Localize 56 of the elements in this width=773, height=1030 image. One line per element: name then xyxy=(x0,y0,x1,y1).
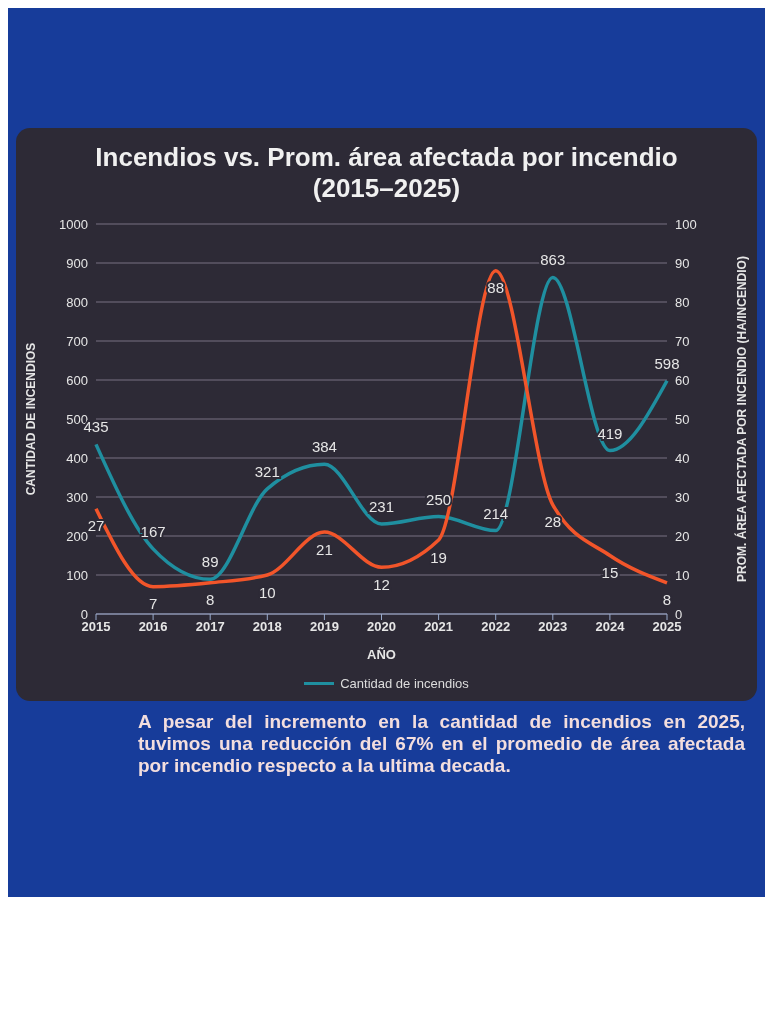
y2-axis-title: PROM. ÁREA AFECTADA POR INCENDIO (HA/INCENDIO) xyxy=(734,256,750,582)
data-label: 321 xyxy=(254,462,280,480)
data-label: 89 xyxy=(201,553,219,571)
x-tick-label: 2022 xyxy=(481,619,511,635)
y-tick-label: 200 xyxy=(66,528,88,544)
y-tick-label: 100 xyxy=(66,567,88,583)
data-label: 8 xyxy=(206,591,215,609)
y-tick-label: 900 xyxy=(66,255,88,271)
x-axis-title: AÑO xyxy=(367,647,396,662)
y2-tick-label: 50 xyxy=(675,411,690,427)
x-tick-label: 2015 xyxy=(81,619,111,635)
y-tick-label: 700 xyxy=(66,333,88,349)
data-label: 10 xyxy=(258,583,276,601)
data-label: 12 xyxy=(373,575,390,593)
y-tick-label: 600 xyxy=(66,372,88,388)
data-label: 88 xyxy=(487,279,505,297)
data-label: 863 xyxy=(540,251,566,269)
data-label: 7 xyxy=(148,595,158,613)
data-label: 8 xyxy=(662,591,672,609)
y2-tick-label: 0 xyxy=(675,606,683,622)
data-label: 231 xyxy=(368,497,395,515)
y-tick-label: 1000 xyxy=(59,216,88,232)
y-tick-label: 800 xyxy=(66,294,88,310)
x-tick-label: 2019 xyxy=(309,619,339,635)
data-label: 384 xyxy=(311,438,337,456)
y-tick-label: 300 xyxy=(66,489,88,505)
data-label: 28 xyxy=(544,513,562,531)
x-tick-label: 2025 xyxy=(652,619,682,635)
y2-tick-label: 10 xyxy=(675,567,690,583)
x-tick-label: 2018 xyxy=(252,619,282,635)
y-tick-label: 0 xyxy=(80,606,88,622)
data-label: 167 xyxy=(140,522,166,540)
y2-tick-label: 70 xyxy=(675,333,690,349)
data-label: 15 xyxy=(601,564,619,582)
y2-tick-label: 40 xyxy=(675,450,690,466)
y2-tick-label: 90 xyxy=(675,255,690,271)
y2-tick-label: 60 xyxy=(675,372,690,388)
data-label: 21 xyxy=(316,540,333,558)
y-axis-title: CANTIDAD DE INCENDIOS xyxy=(24,342,39,496)
y2-tick-label: 80 xyxy=(675,294,690,310)
y2-tick-label: 100 xyxy=(675,216,697,232)
x-tick-label: 2020 xyxy=(367,619,396,635)
x-tick-label: 2023 xyxy=(538,619,568,635)
y-tick-label: 400 xyxy=(66,450,88,466)
y2-tick-label: 30 xyxy=(675,489,690,505)
text: A pesar del incremento en la cantidad de incendios en 2025, tuvimos una reducción del 67% en el promedio de área afectada por incendio respecto a la ultima decada. xyxy=(137,710,746,777)
data-label: 598 xyxy=(654,354,680,372)
x-tick-label: 2017 xyxy=(195,619,225,635)
data-label: 27 xyxy=(87,517,105,535)
y2-tick-label: 20 xyxy=(675,528,690,544)
legend-label: Cantidad de incendios xyxy=(340,676,469,691)
x-tick-label: 2016 xyxy=(138,619,168,635)
x-tick-label: 2024 xyxy=(595,619,626,635)
chart-title: Incendios vs. Prom. área afectada por incendio (2015–2025) xyxy=(94,142,679,204)
data-label: 19 xyxy=(430,548,447,566)
x-tick-label: 2021 xyxy=(424,619,454,635)
